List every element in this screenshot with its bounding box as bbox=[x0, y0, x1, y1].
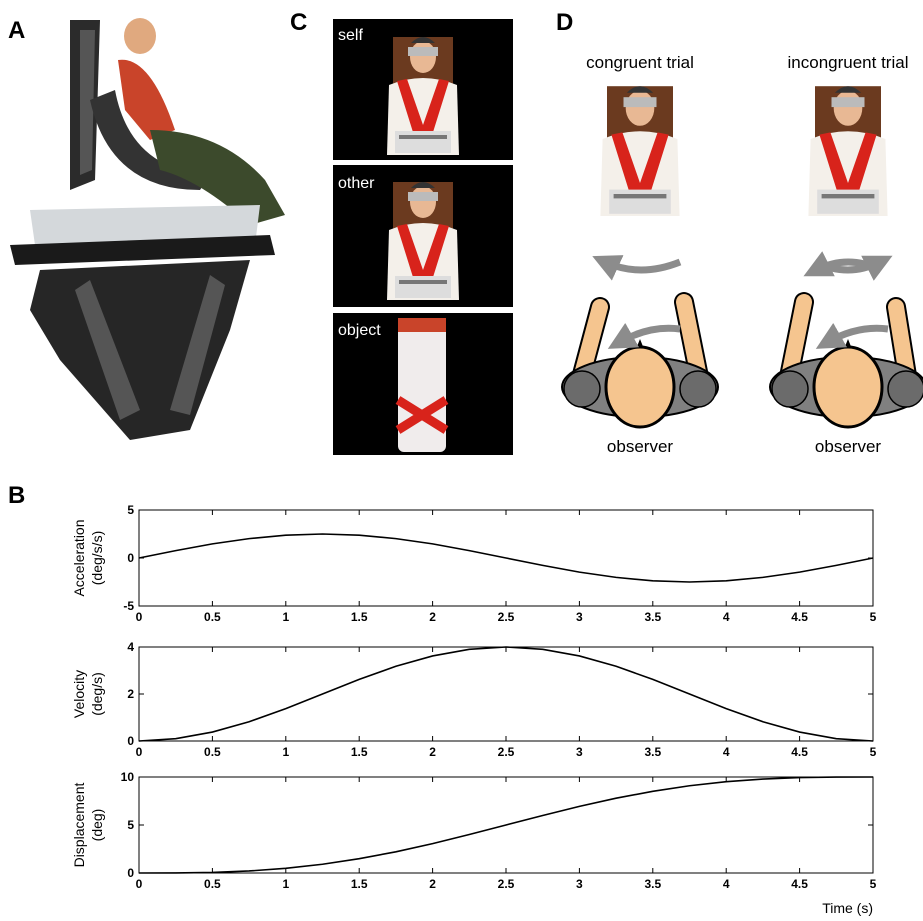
y-axis-label: Acceleration bbox=[71, 519, 87, 596]
x-tick-label: 0 bbox=[136, 877, 143, 891]
photo-c bbox=[333, 19, 513, 455]
x-tick-label: 4 bbox=[723, 610, 730, 624]
x-tick-label: 3.5 bbox=[644, 610, 661, 624]
y-tick-label: 4 bbox=[127, 640, 134, 654]
panel-letter: B bbox=[8, 482, 25, 509]
y-axis-label: (deg) bbox=[89, 809, 105, 842]
y-tick-label: 2 bbox=[127, 687, 134, 701]
x-tick-label: 0.5 bbox=[204, 610, 221, 624]
data-line bbox=[138, 776, 874, 874]
photo-label: other bbox=[338, 175, 375, 192]
y-tick-label: 0 bbox=[127, 866, 134, 880]
x-tick-label: 0.5 bbox=[204, 745, 221, 759]
photo-a bbox=[10, 18, 285, 440]
x-tick-label: 3 bbox=[576, 745, 583, 759]
x-tick-label: 5 bbox=[870, 745, 877, 759]
x-tick-label: 1 bbox=[282, 877, 289, 891]
y-axis-label: Velocity bbox=[71, 670, 87, 718]
x-tick-label: 0 bbox=[136, 610, 143, 624]
y-tick-label: 5 bbox=[127, 503, 134, 517]
panel-letter: A bbox=[8, 17, 25, 44]
y-tick-label: 5 bbox=[127, 818, 134, 832]
y-tick-label: 10 bbox=[121, 770, 135, 784]
x-tick-label: 1.5 bbox=[351, 745, 368, 759]
x-tick-label: 2.5 bbox=[498, 745, 515, 759]
x-tick-label: 0 bbox=[136, 745, 143, 759]
y-axis-label: (deg/s) bbox=[89, 672, 105, 716]
observer-label: observer bbox=[607, 437, 673, 456]
photo-label: object bbox=[338, 322, 381, 339]
diagram-d bbox=[560, 86, 923, 429]
y-tick-label: -5 bbox=[123, 599, 134, 613]
x-tick-label: 4.5 bbox=[791, 877, 808, 891]
x-tick-label: 3 bbox=[576, 877, 583, 891]
data-line bbox=[138, 533, 874, 583]
observer-label: observer bbox=[815, 437, 881, 456]
x-tick-label: 3.5 bbox=[644, 877, 661, 891]
x-tick-label: 5 bbox=[870, 610, 877, 624]
y-tick-label: 0 bbox=[127, 734, 134, 748]
x-axis-label: Time (s) bbox=[822, 900, 873, 916]
axes-frame bbox=[138, 646, 874, 742]
x-tick-label: 2 bbox=[429, 877, 436, 891]
x-tick-label: 3.5 bbox=[644, 745, 661, 759]
x-tick-label: 4.5 bbox=[791, 610, 808, 624]
y-axis-label: Displacement bbox=[71, 782, 87, 867]
data-line bbox=[138, 646, 874, 742]
photo-label: self bbox=[338, 27, 363, 44]
y-tick-label: 0 bbox=[127, 551, 134, 565]
x-tick-label: 3 bbox=[576, 610, 583, 624]
x-tick-label: 1 bbox=[282, 745, 289, 759]
x-tick-label: 0.5 bbox=[204, 877, 221, 891]
x-tick-label: 4 bbox=[723, 745, 730, 759]
x-tick-label: 1 bbox=[282, 610, 289, 624]
panel-letter: C bbox=[290, 9, 307, 36]
x-tick-label: 2.5 bbox=[498, 877, 515, 891]
x-tick-label: 2 bbox=[429, 610, 436, 624]
x-tick-label: 5 bbox=[870, 877, 877, 891]
x-tick-label: 2 bbox=[429, 745, 436, 759]
trial-label: incongruent trial bbox=[788, 53, 909, 72]
trial-label: congruent trial bbox=[586, 53, 694, 72]
x-tick-label: 4.5 bbox=[791, 745, 808, 759]
x-tick-label: 1.5 bbox=[351, 877, 368, 891]
panel-letter: D bbox=[556, 9, 573, 36]
x-tick-label: 2.5 bbox=[498, 610, 515, 624]
x-tick-label: 4 bbox=[723, 877, 730, 891]
x-tick-label: 1.5 bbox=[351, 610, 368, 624]
y-axis-label: (deg/s/s) bbox=[89, 531, 105, 585]
